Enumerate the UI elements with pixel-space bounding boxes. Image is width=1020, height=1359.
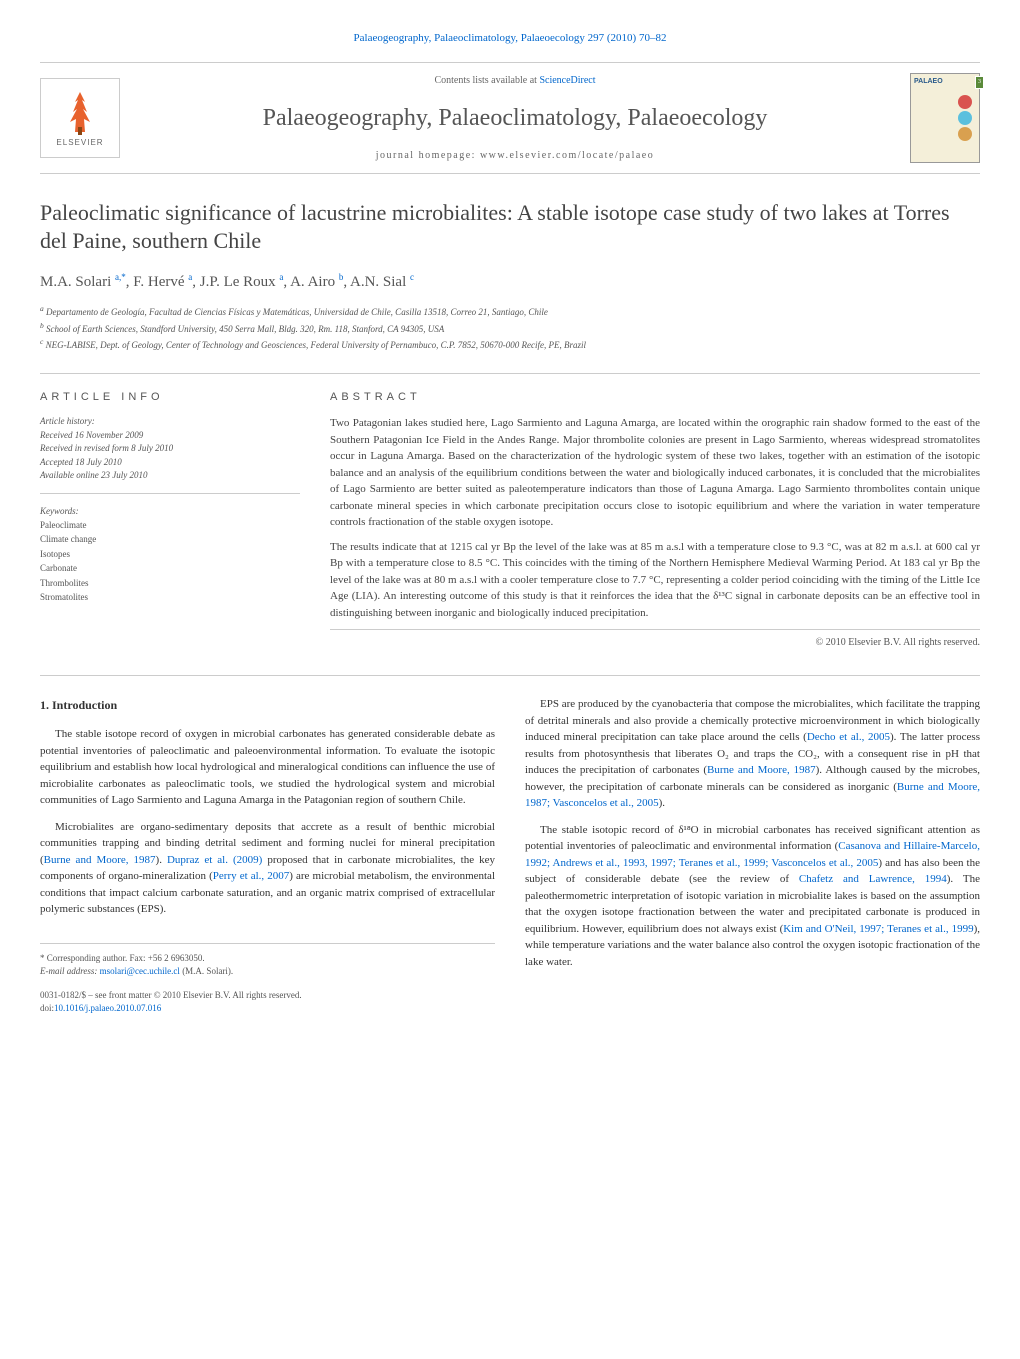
globe-icon bbox=[958, 111, 972, 125]
affiliation-c: c NEG-LABISE, Dept. of Geology, Center o… bbox=[40, 336, 980, 353]
body-text: The stable isotope record of oxygen in m… bbox=[40, 726, 495, 918]
body-text: EPS are produced by the cyanobacteria th… bbox=[525, 696, 980, 970]
abstract-p2: The results indicate that at 1215 cal yr… bbox=[330, 539, 980, 622]
globe-icon bbox=[958, 127, 972, 141]
body-paragraph: EPS are produced by the cyanobacteria th… bbox=[525, 696, 980, 812]
doi-prefix: doi: bbox=[40, 1003, 54, 1013]
body-paragraph: Microbialites are organo-sedimentary dep… bbox=[40, 819, 495, 918]
body-right-column: EPS are produced by the cyanobacteria th… bbox=[525, 696, 980, 1016]
email-link[interactable]: msolari@cec.uchile.cl bbox=[100, 966, 180, 976]
journal-homepage: journal homepage: www.elsevier.com/locat… bbox=[120, 148, 910, 163]
keyword: Thrombolites bbox=[40, 576, 300, 590]
globe-icon bbox=[958, 95, 972, 109]
cover-badge: 3 bbox=[975, 76, 984, 89]
issn-line: 0031-0182/$ – see front matter © 2010 El… bbox=[40, 989, 495, 1003]
email-suffix: (M.A. Solari). bbox=[180, 966, 233, 976]
email-line: E-mail address: msolari@cec.uchile.cl (M… bbox=[40, 965, 495, 979]
article-info-column: ARTICLE INFO Article history: Received 1… bbox=[40, 389, 300, 651]
history-received: Received 16 November 2009 bbox=[40, 429, 300, 443]
keywords: Keywords: Paleoclimate Climate change Is… bbox=[40, 504, 300, 605]
abstract-column: ABSTRACT Two Patagonian lakes studied he… bbox=[330, 389, 980, 651]
article-title: Paleoclimatic significance of lacustrine… bbox=[40, 199, 980, 256]
keyword: Carbonate bbox=[40, 561, 300, 575]
keyword: Isotopes bbox=[40, 547, 300, 561]
keyword: Paleoclimate bbox=[40, 518, 300, 532]
body-left-column: 1. Introduction The stable isotope recor… bbox=[40, 696, 495, 1016]
keyword: Climate change bbox=[40, 532, 300, 546]
journal-header: ELSEVIER Contents lists available at Sci… bbox=[40, 62, 980, 174]
sciencedirect-prefix: Contents lists available at bbox=[434, 75, 539, 86]
cover-title: PALAEO bbox=[914, 77, 976, 88]
journal-name: Palaeogeography, Palaeoclimatology, Pala… bbox=[120, 100, 910, 136]
abstract-heading: ABSTRACT bbox=[330, 389, 980, 406]
journal-cover: PALAEO 3 bbox=[910, 73, 980, 163]
section-heading: 1. Introduction bbox=[40, 696, 495, 714]
section-title: Introduction bbox=[52, 698, 117, 712]
affiliation-b: b School of Earth Sciences, Standford Un… bbox=[40, 320, 980, 337]
copyright: © 2010 Elsevier B.V. All rights reserved… bbox=[330, 629, 980, 650]
doi-link[interactable]: 10.1016/j.palaeo.2010.07.016 bbox=[54, 1003, 161, 1013]
elsevier-logo: ELSEVIER bbox=[40, 78, 120, 158]
history-label: Article history: bbox=[40, 415, 300, 429]
history-online: Available online 23 July 2010 bbox=[40, 469, 300, 483]
elsevier-tree-icon bbox=[55, 87, 105, 137]
doi-line: doi:10.1016/j.palaeo.2010.07.016 bbox=[40, 1002, 495, 1016]
authors: M.A. Solari a,*, F. Hervé a, J.P. Le Rou… bbox=[40, 271, 980, 294]
journal-reference: Palaeogeography, Palaeoclimatology, Pala… bbox=[40, 30, 980, 47]
affiliations: a Departamento de Geología, Facultad de … bbox=[40, 303, 980, 353]
history-revised: Received in revised form 8 July 2010 bbox=[40, 442, 300, 456]
article-info-heading: ARTICLE INFO bbox=[40, 389, 300, 406]
keyword: Stromatolites bbox=[40, 590, 300, 604]
sciencedirect-line: Contents lists available at ScienceDirec… bbox=[120, 73, 910, 88]
body-section: 1. Introduction The stable isotope recor… bbox=[40, 675, 980, 1016]
corresponding-author: * Corresponding author. Fax: +56 2 69630… bbox=[40, 952, 495, 966]
body-paragraph: The stable isotope record of oxygen in m… bbox=[40, 726, 495, 809]
affiliation-a: a Departamento de Geología, Facultad de … bbox=[40, 303, 980, 320]
info-abstract-section: ARTICLE INFO Article history: Received 1… bbox=[40, 373, 980, 651]
article-history: Article history: Received 16 November 20… bbox=[40, 415, 300, 494]
history-accepted: Accepted 18 July 2010 bbox=[40, 456, 300, 470]
keywords-label: Keywords: bbox=[40, 504, 300, 518]
body-paragraph: The stable isotopic record of δ¹⁸O in mi… bbox=[525, 822, 980, 971]
abstract-text: Two Patagonian lakes studied here, Lago … bbox=[330, 415, 980, 621]
abstract-p1: Two Patagonian lakes studied here, Lago … bbox=[330, 415, 980, 531]
section-number: 1. bbox=[40, 698, 49, 712]
email-label: E-mail address: bbox=[40, 966, 100, 976]
sciencedirect-link[interactable]: ScienceDirect bbox=[539, 75, 595, 86]
footer: * Corresponding author. Fax: +56 2 69630… bbox=[40, 943, 495, 1016]
header-center: Contents lists available at ScienceDirec… bbox=[120, 73, 910, 163]
cover-globes bbox=[914, 95, 976, 141]
elsevier-label: ELSEVIER bbox=[56, 137, 103, 149]
